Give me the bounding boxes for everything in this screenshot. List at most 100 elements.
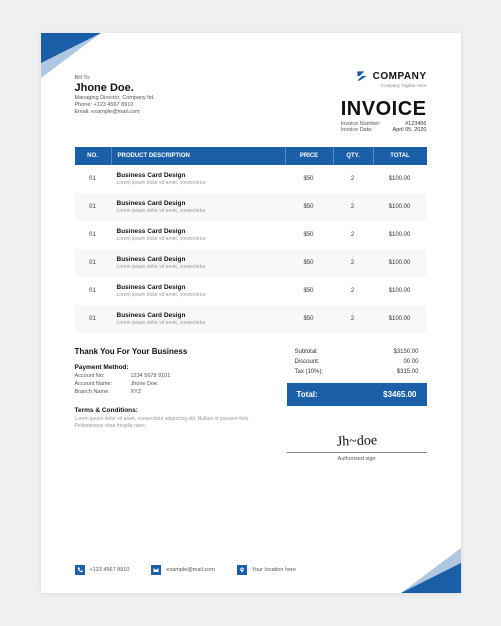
table-row: 01Business Card DesignLorem ipsum dolor … xyxy=(75,249,427,277)
cell-no: 01 xyxy=(75,225,111,245)
table-row: 01Business Card DesignLorem ipsum dolor … xyxy=(75,193,427,221)
payment-row: Account Name:Jhone Doe. xyxy=(75,381,267,387)
cell-price: $50 xyxy=(285,309,333,329)
total-label: Total: xyxy=(297,390,318,399)
logo-icon xyxy=(355,69,369,83)
product-sub: Lorem ipsum dolor sit amet, consectetur. xyxy=(117,264,279,270)
total-bar: Total: $3465.00 xyxy=(287,383,427,406)
cell-total: $100.00 xyxy=(373,225,427,245)
footer-contact: +123 4567 8910 example@mail.com Your loc… xyxy=(75,565,427,575)
cell-price: $50 xyxy=(285,197,333,217)
cell-desc: Business Card DesignLorem ipsum dolor si… xyxy=(111,221,285,249)
thanks-text: Thank You For Your Business xyxy=(75,347,267,356)
payment-label: Branch Name: xyxy=(75,389,131,395)
invoice-date-label: Invoice Date: xyxy=(341,127,373,133)
payment-label: Account Name: xyxy=(75,381,131,387)
col-total: TOTAL xyxy=(373,147,427,165)
payment-row: Account No:1234 5678 9101 xyxy=(75,373,267,379)
product-name: Business Card Design xyxy=(117,256,279,263)
cell-qty: 2 xyxy=(333,281,373,301)
summary-rows: Subtotal:$3150.00Discount:00.00Tax (10%)… xyxy=(287,347,427,377)
cell-price: $50 xyxy=(285,281,333,301)
company-tagline: Company Tagline Here xyxy=(341,83,427,88)
cell-total: $100.00 xyxy=(373,309,427,329)
col-no: NO. xyxy=(75,147,111,165)
cell-desc: Business Card DesignLorem ipsum dolor si… xyxy=(111,277,285,305)
product-name: Business Card Design xyxy=(117,200,279,207)
col-desc: PRODUCT DESCRIPTION xyxy=(111,147,285,165)
signature-box: Jh~doe Authorised sign xyxy=(287,434,427,462)
location-icon xyxy=(237,565,247,575)
cell-total: $100.00 xyxy=(373,281,427,301)
cell-total: $100.00 xyxy=(373,197,427,217)
cell-price: $50 xyxy=(285,225,333,245)
billto-name: Jhone Doe. xyxy=(75,82,155,94)
cell-qty: 2 xyxy=(333,169,373,189)
cell-qty: 2 xyxy=(333,309,373,329)
table-header: NO. PRODUCT DESCRIPTION PRICE QTY. TOTAL xyxy=(75,147,427,165)
items-table: NO. PRODUCT DESCRIPTION PRICE QTY. TOTAL… xyxy=(75,147,427,333)
table-row: 01Business Card DesignLorem ipsum dolor … xyxy=(75,305,427,333)
invoice-page: Bill To: Jhone Doe. Managing Director, C… xyxy=(41,33,461,593)
signature-label: Authorised sign xyxy=(287,452,427,462)
payment-value: Jhone Doe. xyxy=(131,381,159,387)
payment-value: 1234 5678 9101 xyxy=(131,373,171,379)
table-body: 01Business Card DesignLorem ipsum dolor … xyxy=(75,165,427,333)
product-sub: Lorem ipsum dolor sit amet, consectetur. xyxy=(117,236,279,242)
terms-title: Terms & Conditions: xyxy=(75,407,267,414)
cell-price: $50 xyxy=(285,253,333,273)
summary-row: Tax (10%): $315.00 xyxy=(287,367,427,377)
cell-qty: 2 xyxy=(333,225,373,245)
email-icon xyxy=(151,565,161,575)
logo: COMPANY xyxy=(341,69,427,83)
payment-label: Account No: xyxy=(75,373,131,379)
cell-price: $50 xyxy=(285,169,333,189)
below-table: Thank You For Your Business Payment Meth… xyxy=(75,347,427,462)
summary-value: $315.00 xyxy=(397,369,419,375)
billto-line-2: Phone: +123 4567 8910 xyxy=(75,102,155,108)
table-row: 01Business Card DesignLorem ipsum dolor … xyxy=(75,277,427,305)
footer-location: Your location here xyxy=(237,565,296,575)
cell-total: $100.00 xyxy=(373,169,427,189)
decor-corner-top-left xyxy=(41,33,101,63)
payment-title: Payment Method: xyxy=(75,364,267,371)
footer-email: example@mail.com xyxy=(151,565,214,575)
cell-no: 01 xyxy=(75,253,111,273)
summary-row: Discount:00.00 xyxy=(287,357,427,367)
product-name: Business Card Design xyxy=(117,228,279,235)
footer-email-text: example@mail.com xyxy=(166,567,214,573)
billto-line-1: Managing Director, Company ltd. xyxy=(75,95,155,101)
payment-row: Branch Name:XYZ xyxy=(75,389,267,395)
cell-qty: 2 xyxy=(333,197,373,217)
cell-desc: Business Card DesignLorem ipsum dolor si… xyxy=(111,249,285,277)
header-row: Bill To: Jhone Doe. Managing Director, C… xyxy=(75,69,427,133)
payment-value: XYZ xyxy=(131,389,142,395)
cell-no: 01 xyxy=(75,309,111,329)
product-sub: Lorem ipsum dolor sit amet, consectetur. xyxy=(117,180,279,186)
total-value: $3465.00 xyxy=(383,390,416,399)
summary-label: Subtotal: xyxy=(295,349,319,355)
product-sub: Lorem ipsum dolor sit amet, consectetur. xyxy=(117,320,279,326)
cell-desc: Business Card DesignLorem ipsum dolor si… xyxy=(111,305,285,333)
cell-no: 01 xyxy=(75,197,111,217)
billto-block: Bill To: Jhone Doe. Managing Director, C… xyxy=(75,69,155,115)
company-name: COMPANY xyxy=(373,71,427,82)
table-row: 01Business Card DesignLorem ipsum dolor … xyxy=(75,165,427,193)
footer-location-text: Your location here xyxy=(252,567,296,573)
billto-label: Bill To: xyxy=(75,75,155,81)
footer-phone-text: +123 4567 8910 xyxy=(90,567,130,573)
summary-label: Tax (10%): xyxy=(295,369,324,375)
cell-no: 01 xyxy=(75,281,111,301)
summary-label: Discount: xyxy=(295,359,320,365)
col-qty: QTY. xyxy=(333,147,373,165)
invoice-date-value: April 05, 2020 xyxy=(393,127,427,133)
phone-icon xyxy=(75,565,85,575)
content-area: Bill To: Jhone Doe. Managing Director, C… xyxy=(75,69,427,563)
right-column: Subtotal:$3150.00Discount:00.00Tax (10%)… xyxy=(287,347,427,462)
cell-desc: Business Card DesignLorem ipsum dolor si… xyxy=(111,165,285,193)
product-sub: Lorem ipsum dolor sit amet, consectetur. xyxy=(117,292,279,298)
product-name: Business Card Design xyxy=(117,312,279,319)
payment-rows: Account No:1234 5678 9101Account Name:Jh… xyxy=(75,373,267,395)
summary-row: Subtotal:$3150.00 xyxy=(287,347,427,357)
signature-scribble: Jh~doe xyxy=(286,432,426,453)
